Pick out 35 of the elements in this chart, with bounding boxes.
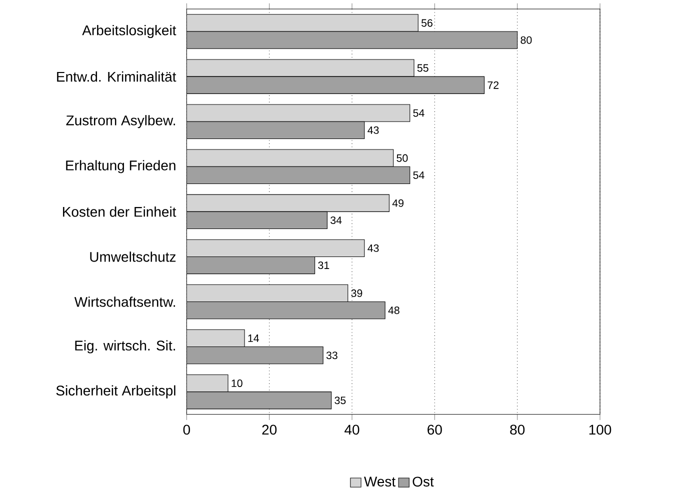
- legend-label: Ost: [412, 476, 434, 487]
- data-label: 72: [488, 82, 499, 89]
- y-tick-label: Sicherheit Arbeitspl: [56, 385, 176, 398]
- x-tick-label: 20: [262, 424, 277, 435]
- x-tick-label: 0: [183, 424, 190, 435]
- data-label: 54: [413, 109, 424, 117]
- y-tick-label: Wirtschaftsentw.: [74, 296, 175, 308]
- data-label: 43: [368, 244, 379, 252]
- data-label: 55: [417, 64, 428, 72]
- legend-label: West: [364, 476, 396, 487]
- data-label: 31: [318, 262, 330, 270]
- data-label: 14: [248, 334, 260, 342]
- data-label: 80: [520, 36, 532, 44]
- x-tick-label: 40: [344, 424, 360, 435]
- data-label: 48: [388, 306, 400, 314]
- y-tick-label: Eig. wirtsch. Sit.: [75, 340, 175, 354]
- x-tick-label: 60: [428, 424, 442, 435]
- data-label: 49: [392, 199, 404, 208]
- data-label: 10: [232, 380, 242, 388]
- y-tick-label: Kosten der Einheit: [63, 206, 176, 217]
- y-tick-label: Arbeitslosigkeit: [82, 25, 176, 38]
- y-tick-label: Umweltschutz: [90, 252, 176, 262]
- y-tick-label: Erhaltung Frieden: [66, 160, 176, 174]
- y-tick-label: Zustrom Asylbew.: [66, 115, 175, 128]
- y-tick-label: Entw.d. Kriminalität: [57, 72, 176, 82]
- data-label: 50: [396, 154, 408, 162]
- x-tick-label: 100: [589, 424, 612, 435]
- data-label: 35: [334, 396, 346, 404]
- data-label: 34: [330, 216, 342, 224]
- data-label: 33: [326, 352, 338, 360]
- data-label: 43: [368, 126, 379, 134]
- data-label: 54: [413, 172, 424, 180]
- data-label: 56: [421, 19, 432, 27]
- data-label: 39: [351, 290, 362, 298]
- x-tick-label: 80: [510, 424, 525, 435]
